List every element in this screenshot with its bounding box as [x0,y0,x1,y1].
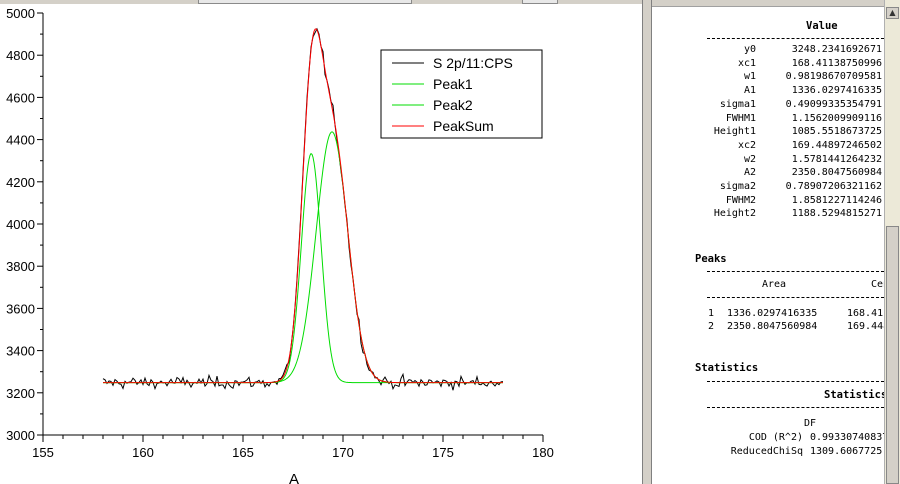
x-axis-label: A [289,471,299,484]
param-name: FWHM1 [725,112,756,124]
stat-name: COD (R^2) [748,432,803,443]
divider-line [707,38,884,39]
peak-row-area: 1336.0297416335 [727,308,818,319]
x-tick-label: 175 [432,445,454,460]
param-value: 3248.2341692671 [791,44,882,55]
stat-value: 0.99330740837 [810,432,884,443]
y-tick-label: 4800 [6,48,35,63]
param-name: A2 [743,167,756,179]
legend-label: PeakSum [433,118,494,134]
df-label: DF [804,418,817,429]
peak-row-index: 1 [708,308,715,319]
y-tick-label: 3400 [6,344,35,359]
stat-name: ReducedChiSq [730,446,803,457]
x-tick-label: 160 [132,445,154,460]
param-value: 0.49099335354791 [785,98,882,110]
scrollbar-thumb[interactable] [886,226,899,484]
legend-label: Peak1 [433,76,473,92]
y-tick-label: 4200 [6,175,35,190]
chart-pane: 155 160 165 170 175 180 3000 3200 3400 3600 3800 40… [0,0,642,484]
divider-line [707,381,884,382]
window-tab[interactable] [198,0,412,4]
peaks-area-header: Area [762,279,787,290]
x-tick-label: 165 [232,445,254,460]
param-name: y0 [743,44,756,55]
peaks-title: Peaks [695,253,727,265]
param-name: sigma2 [719,181,756,192]
y-tick-label: 4600 [6,90,35,105]
param-name: FWHM2 [725,194,756,206]
param-name: xc2 [737,139,756,151]
param-name: A1 [743,85,756,97]
y-tick-label: 4000 [6,217,35,232]
param-name: sigma1 [719,98,756,110]
peak-row-center: 168.411 [847,308,884,319]
y-tick-label: 3200 [6,386,35,401]
param-value: 1188.5294815271 [791,208,882,220]
peaksum-line [103,28,503,384]
plot-curves [102,27,504,391]
legend: S 2p/11:CPS Peak1 Peak2 PeakSum [380,49,543,139]
param-value: 0.98198670709581 [785,71,882,83]
x-tick-label: 155 [32,445,54,460]
y-tick-label: 4400 [6,133,35,148]
pane-splitter[interactable] [642,0,652,484]
peak-row-area: 2350.8047560984 [727,321,818,332]
legend-label: Peak2 [433,97,473,113]
param-value: 0.78907206321162 [785,181,882,192]
divider-line [707,271,884,272]
peak-row-center: 169.448 [847,321,884,332]
param-name: w2 [743,153,756,165]
x-tick-label: 180 [532,445,554,460]
param-name: Height2 [713,208,756,220]
window-top-strip [0,0,642,4]
peaks-center-header: Cen [871,279,884,290]
param-value: 1336.0297416335 [791,85,882,97]
y-tick-label: 3800 [6,259,35,274]
param-value: 169.44897246502 [791,139,882,151]
legend-label: S 2p/11:CPS [433,55,513,71]
window-tab-small[interactable] [522,0,558,4]
divider-line [707,297,884,298]
vertical-scrollbar[interactable]: ▲ [884,0,900,484]
param-value: 168.41138750996 [791,57,882,69]
fit-results-panel: Value y0 3248.2341692671 xc1 168.4113875099… [652,0,900,484]
x-tick-label: 170 [332,445,354,460]
peak-row-index: 2 [708,321,715,332]
peak1-line [103,152,503,384]
divider-line [707,407,884,408]
y-tick-label: 3600 [6,301,35,316]
statistics-title: Statistics [695,362,759,374]
value-column-header: Value [806,20,838,32]
y-tick-label: 5000 [6,6,35,21]
param-value: 2350.8047560984 [791,167,882,179]
param-value: 1.8581227114246 [791,194,882,206]
param-value: 1.1562009909116 [791,112,882,124]
line-chart: 155 160 165 170 175 180 3000 3200 3400 3600 3800 40… [6,6,554,484]
statistics-header: Statistics [824,389,884,401]
scroll-up-icon[interactable]: ▲ [886,7,899,19]
param-name: xc1 [737,57,756,69]
stat-value: 1309.6067725 [810,446,883,457]
results-header-bar [652,0,900,7]
param-name: Height1 [713,126,756,138]
results-text: Value y0 3248.2341692671 xc1 168.4113875099… [652,0,884,484]
axes: 155 160 165 170 175 180 3000 3200 3400 3600 3800 40… [6,6,554,460]
legend-box [380,49,543,139]
param-value: 1.5781441264232 [791,153,882,165]
param-value: 1085.5518673725 [791,126,882,138]
param-name: w1 [743,71,756,83]
y-tick-label: 3000 [6,428,35,443]
